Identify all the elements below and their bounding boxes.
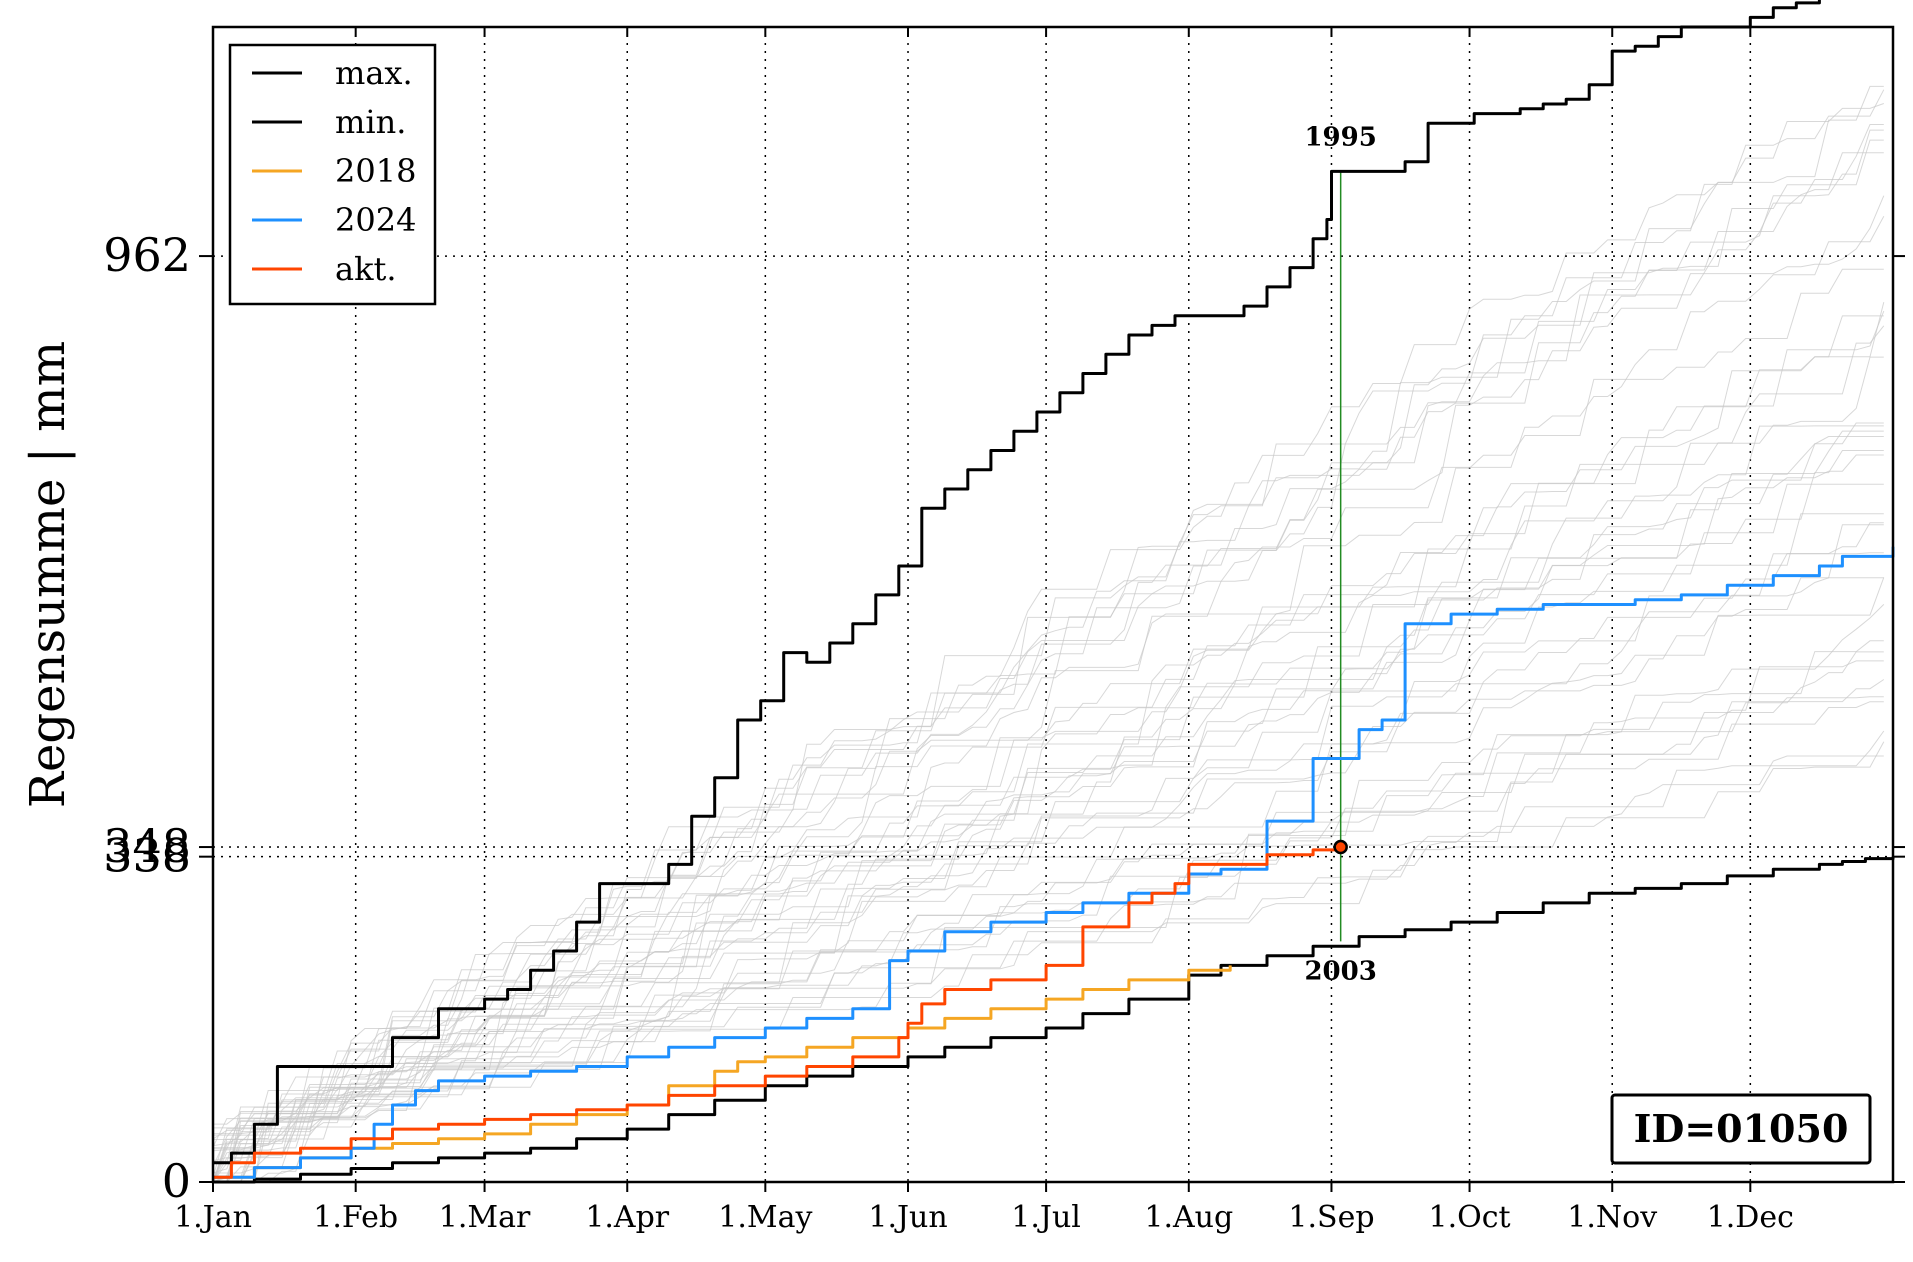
background-year-line [212, 524, 1884, 1183]
background-year-line [213, 513, 1884, 1183]
x-tick-label: 1.Jun [868, 1200, 947, 1235]
background-year-line [212, 129, 1884, 1183]
background-year-line [213, 651, 1884, 1183]
background-year-line [212, 552, 1884, 1162]
background-year-line [213, 103, 1884, 1135]
background-year-line [213, 325, 1885, 1183]
background-year-line [212, 755, 1884, 1183]
background-year-line [212, 124, 1884, 1183]
background-year-line [212, 139, 1884, 1174]
legend-label: max. [335, 54, 413, 92]
annotations: 1995 2003 [1304, 122, 1376, 986]
background-year-line [212, 216, 1885, 1183]
background-year-line [213, 522, 1884, 1125]
legend-label: 2024 [335, 201, 416, 239]
x-tick-label: 1.Dec [1707, 1200, 1794, 1235]
series-line-akt [213, 847, 1343, 1179]
background-year-line [213, 741, 1885, 1183]
background-year-line [212, 356, 1884, 1148]
legend-label: 2018 [335, 152, 416, 190]
background-year-line [212, 85, 1884, 1183]
x-tick-label: 1.Oct [1429, 1200, 1511, 1235]
x-tick-label: 1.Jul [1011, 1200, 1081, 1235]
x-tick-label: 1.Feb [313, 1200, 398, 1235]
reference-lines [213, 171, 1893, 942]
background-year-line [212, 577, 1885, 1152]
x-tick-label: 1.Apr [585, 1200, 669, 1235]
background-year-line [212, 315, 1884, 1183]
annotation-label: 1995 [1304, 122, 1376, 152]
x-tick-label: 1.May [718, 1200, 812, 1235]
background-year-line [213, 89, 1885, 1183]
x-tick-label: 1.Aug [1144, 1200, 1233, 1235]
x-tick-label: 1.Sep [1288, 1200, 1374, 1235]
background-year-line [213, 640, 1884, 1140]
series-line-2018 [213, 965, 1232, 1179]
y-tick-label: 962 [103, 228, 191, 282]
background-year-line [213, 730, 1885, 1150]
background-year-line [212, 577, 1884, 1147]
background-year-line [213, 604, 1885, 1183]
y-tick-label: 348 [103, 819, 191, 873]
background-year-line [212, 268, 1884, 1178]
background-year-line [212, 310, 1885, 1140]
grid [354, 27, 1752, 1182]
markers [1333, 839, 1348, 855]
background-year-line [212, 701, 1884, 1183]
series-lines [213, 0, 1895, 1184]
background-year-line [213, 301, 1885, 1183]
x-tick-label: 1.Jan [174, 1200, 252, 1235]
series-line-min [213, 856, 1895, 1184]
legend-frame [228, 43, 437, 306]
series-line-2024 [213, 546, 1895, 1179]
y-tick-label: 0 [162, 1154, 191, 1208]
legend-label: akt. [335, 250, 397, 288]
legend: max. min. 2018 2024 akt. [228, 43, 437, 306]
id-box: ID=01050 [1610, 1093, 1872, 1165]
x-tick-label: 1.Nov [1567, 1200, 1657, 1235]
background-year-line [212, 454, 1884, 1183]
background-year-line [213, 422, 1884, 1149]
background-year-lines [212, 85, 1885, 1183]
annotation-label: 2003 [1304, 956, 1376, 986]
y-tick-label: 338 [103, 829, 191, 883]
series-line-max [213, 0, 1821, 1165]
background-year-line [213, 195, 1885, 1136]
axis-ticks: 1.Jan 1.Feb 1.Mar 1.Apr 1.May 1.Jun 1.Jul 1.Aug… [103, 27, 1905, 1235]
id-box-frame [1610, 1093, 1872, 1165]
legend-label: min. [335, 103, 406, 141]
x-tick-label: 1.Mar [439, 1200, 531, 1235]
background-year-line [213, 660, 1884, 1183]
plot-frame [211, 25, 1895, 1184]
background-year-line [213, 152, 1884, 1183]
current-point-marker [1333, 839, 1348, 855]
id-box-label: ID=01050 [1634, 1106, 1849, 1151]
y-axis-label: Regensumme | mm [20, 341, 76, 808]
